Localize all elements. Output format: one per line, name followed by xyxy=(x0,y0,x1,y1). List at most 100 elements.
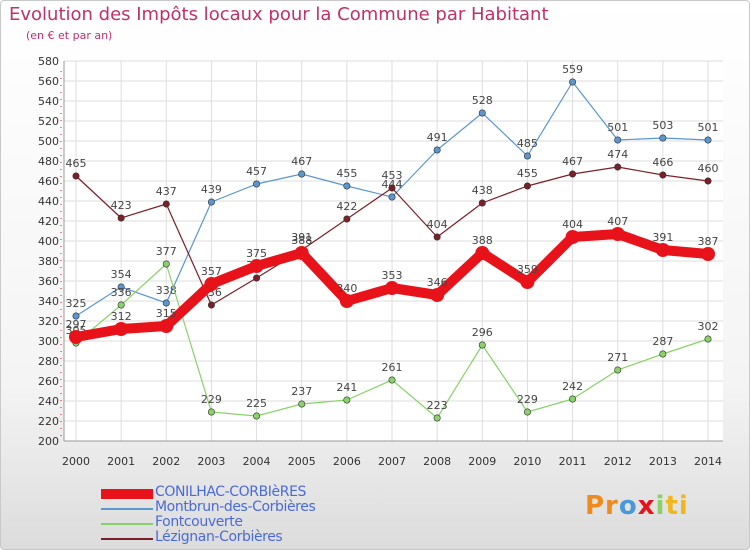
data-label-lezignan-corbieres: 391 xyxy=(291,231,312,244)
data-label-conilhac-corbieres: 388 xyxy=(472,234,493,247)
data-point-fontcouverte xyxy=(433,414,441,422)
data-label-montbrun-des-corbieres: 501 xyxy=(698,121,719,134)
data-point-montbrun-des-corbieres xyxy=(478,109,486,117)
y-tick-label: 300 xyxy=(38,335,59,348)
data-label-lezignan-corbieres: 460 xyxy=(698,162,719,175)
y-tick-label: 540 xyxy=(38,95,59,108)
data-label-conilhac-corbieres: 312 xyxy=(111,310,132,323)
x-tick-label: 2010 xyxy=(513,455,541,468)
data-label-lezignan-corbieres: 423 xyxy=(111,199,132,212)
data-label-lezignan-corbieres: 466 xyxy=(652,156,673,169)
data-label-fontcouverte: 229 xyxy=(201,393,222,406)
data-point-lezignan-corbieres xyxy=(162,200,170,208)
x-tick-label: 2009 xyxy=(468,455,496,468)
y-tick-label: 440 xyxy=(38,195,59,208)
x-tick-label: 2001 xyxy=(107,455,135,468)
y-tick-label: 520 xyxy=(38,115,59,128)
data-label-fontcouverte: 296 xyxy=(472,326,493,339)
data-label-montbrun-des-corbieres: 559 xyxy=(562,63,583,76)
data-label-conilhac-corbieres: 388 xyxy=(291,234,312,247)
data-point-fontcouverte xyxy=(569,395,577,403)
y-tick-label: 240 xyxy=(38,395,59,408)
data-label-fontcouverte: 377 xyxy=(156,245,177,258)
data-label-conilhac-corbieres: 391 xyxy=(652,231,673,244)
x-tick-label: 2012 xyxy=(604,455,632,468)
data-point-lezignan-corbieres xyxy=(478,199,486,207)
data-label-fontcouverte: 261 xyxy=(382,361,403,374)
data-label-lezignan-corbieres: 474 xyxy=(607,148,628,161)
legend-label-montbrun: Montbrun-des-Corbières xyxy=(155,499,316,515)
data-point-montbrun-des-corbieres xyxy=(569,78,577,86)
data-label-montbrun-des-corbieres: 338 xyxy=(156,284,177,297)
data-label-montbrun-des-corbieres: 491 xyxy=(427,131,448,144)
y-tick-label: 500 xyxy=(38,135,59,148)
legend-swatch-conilhac xyxy=(101,489,153,499)
data-label-conilhac-corbieres: 353 xyxy=(382,269,403,282)
data-point-montbrun-des-corbieres xyxy=(523,152,531,160)
y-tick-label: 480 xyxy=(38,155,59,168)
data-label-montbrun-des-corbieres: 455 xyxy=(336,167,357,180)
data-point-montbrun-des-corbieres xyxy=(614,136,622,144)
data-point-lezignan-corbieres xyxy=(117,214,125,222)
data-point-conilhac-corbieres xyxy=(520,275,535,289)
x-tick-label: 2008 xyxy=(423,455,451,468)
x-tick-label: 2002 xyxy=(152,455,180,468)
data-point-montbrun-des-corbieres xyxy=(162,299,170,307)
data-label-montbrun-des-corbieres: 354 xyxy=(111,268,132,281)
data-label-lezignan-corbieres: 453 xyxy=(382,169,403,182)
data-label-fontcouverte: 287 xyxy=(652,335,673,348)
data-point-conilhac-corbieres xyxy=(339,294,354,308)
data-point-fontcouverte xyxy=(343,396,351,404)
data-point-lezignan-corbieres xyxy=(614,163,622,171)
data-label-conilhac-corbieres: 359 xyxy=(517,263,538,276)
data-point-lezignan-corbieres xyxy=(72,172,80,180)
data-point-lezignan-corbieres xyxy=(569,170,577,178)
data-point-lezignan-corbieres xyxy=(343,215,351,223)
data-label-montbrun-des-corbieres: 485 xyxy=(517,137,538,150)
data-point-conilhac-corbieres xyxy=(610,227,625,241)
legend-swatch-fontcouverte xyxy=(101,523,153,525)
data-label-conilhac-corbieres: 357 xyxy=(201,265,222,278)
x-tick-label: 2004 xyxy=(243,455,271,468)
logo-part-1: o xyxy=(618,491,638,521)
data-point-montbrun-des-corbieres xyxy=(117,283,125,291)
data-label-conilhac-corbieres: 340 xyxy=(336,282,357,295)
data-label-montbrun-des-corbieres: 503 xyxy=(652,119,673,132)
data-point-lezignan-corbieres xyxy=(704,177,712,185)
x-tick-label: 2005 xyxy=(288,455,316,468)
data-label-lezignan-corbieres: 438 xyxy=(472,184,493,197)
y-tick-label: 320 xyxy=(38,315,59,328)
y-tick-label: 400 xyxy=(38,235,59,248)
chart-title: Evolution des Impôts locaux pour la Comm… xyxy=(9,4,549,25)
data-label-fontcouverte: 302 xyxy=(698,320,719,333)
data-label-conilhac-corbieres: 404 xyxy=(562,218,583,231)
data-label-fontcouverte: 229 xyxy=(517,393,538,406)
data-label-conilhac-corbieres: 387 xyxy=(698,235,719,248)
x-tick-label: 2007 xyxy=(378,455,406,468)
data-label-lezignan-corbieres: 465 xyxy=(66,157,87,170)
data-point-fontcouverte xyxy=(162,260,170,268)
data-point-conilhac-corbieres xyxy=(701,247,715,261)
data-point-conilhac-corbieres xyxy=(385,281,399,295)
legend-label-lezignan: Lézignan-Corbières xyxy=(155,529,283,545)
data-point-conilhac-corbieres xyxy=(565,230,580,244)
data-label-fontcouverte: 242 xyxy=(562,380,583,393)
data-label-conilhac-corbieres: 346 xyxy=(427,276,448,289)
x-tick-label: 2014 xyxy=(694,455,722,468)
data-label-lezignan-corbieres: 422 xyxy=(336,200,357,213)
data-label-montbrun-des-corbieres: 439 xyxy=(201,183,222,196)
y-tick-label: 560 xyxy=(38,75,59,88)
data-label-fontcouverte: 225 xyxy=(246,397,267,410)
data-label-lezignan-corbieres: 437 xyxy=(156,185,177,198)
data-point-montbrun-des-corbieres xyxy=(343,182,351,190)
legend-swatch-lezignan xyxy=(101,538,153,540)
legend-label-conilhac: CONILHAC-CORBIèRES xyxy=(155,484,307,500)
data-point-lezignan-corbieres xyxy=(523,182,531,190)
data-label-conilhac-corbieres: 315 xyxy=(156,307,177,320)
data-label-montbrun-des-corbieres: 325 xyxy=(66,297,87,310)
data-point-montbrun-des-corbieres xyxy=(72,312,80,320)
data-point-conilhac-corbieres xyxy=(69,330,83,344)
data-point-lezignan-corbieres xyxy=(388,184,396,192)
data-point-montbrun-des-corbieres xyxy=(704,136,712,144)
